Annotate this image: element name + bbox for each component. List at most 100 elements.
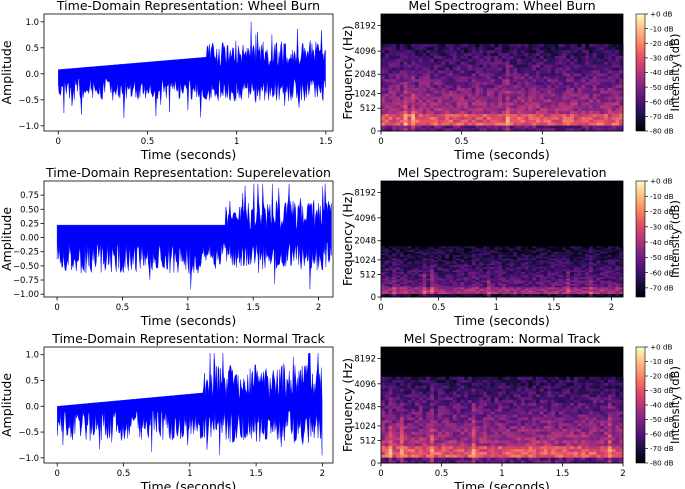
chart-title: Mel Spectrogram: Normal Track (404, 331, 602, 346)
colorbar-tick-label: +0 dB (650, 10, 672, 19)
y-tick-label: 512 (360, 270, 376, 280)
x-tick-label: 2 (620, 469, 625, 479)
y-axis-label: Amplitude (0, 40, 14, 104)
y-tick-label: 0.25 (20, 219, 39, 229)
y-tick-label: −0.5 (18, 96, 39, 106)
y-tick-label: −0.25 (13, 248, 39, 258)
x-tick-label: 0.5 (455, 137, 469, 147)
y-tick-label: 0.75 (20, 191, 39, 201)
y-axis-label: Amplitude (0, 373, 14, 437)
x-tick-label: 1.5 (246, 303, 260, 313)
x-axis-label: Time (seconds) (453, 313, 549, 328)
y-tick-label: 4096 (354, 380, 376, 390)
colorbar (635, 180, 646, 298)
chart-title: Time-Domain Representation: Wheel Burn (56, 0, 320, 13)
y-tick-label: 1.0 (25, 18, 39, 28)
axes-frame (43, 13, 334, 132)
colorbar-label: Intensity (dB) (668, 366, 682, 444)
x-tick-label: 1 (494, 303, 499, 313)
colorbar-tick-label: -80 dB (650, 127, 674, 136)
x-tick-label: 1 (234, 137, 239, 147)
x-tick-label: 1.5 (556, 469, 570, 479)
chart-title: Time-Domain Representation: Superelevati… (45, 165, 331, 180)
y-tick-label: 8192 (354, 21, 376, 31)
colorbar-tick-label: -60 dB (650, 268, 674, 277)
y-tick-label: 8192 (354, 188, 376, 198)
x-tick-label: 2 (609, 303, 614, 313)
x-tick-label: 2 (320, 469, 325, 479)
colorbar-tick-label: -70 dB (650, 444, 674, 453)
x-tick-label: 1 (499, 469, 504, 479)
axes-frame (43, 346, 334, 464)
x-tick-label: 1 (540, 137, 545, 147)
y-tick-label: 2048 (354, 403, 376, 413)
colorbar-tick-label: -20 dB (650, 39, 674, 48)
colorbar-tick-label: -20 dB (650, 207, 674, 216)
y-axis-label: Amplitude (0, 207, 14, 271)
y-tick-label: 8192 (354, 354, 376, 364)
chart-title: Mel Spectrogram: Superelevation (397, 165, 606, 180)
x-tick-label: 1 (187, 469, 192, 479)
y-axis-label: Frequency (Hz) (340, 192, 355, 286)
y-tick-label: 1024 (354, 422, 376, 432)
y-tick-label: 0.5 (25, 377, 39, 387)
y-tick-label: 0 (371, 459, 376, 469)
colorbar-tick-label: -30 dB (650, 54, 674, 63)
y-tick-label: 2048 (354, 70, 376, 80)
mel-spectrogram-chart: 0 0.5 1 0 512 1024 2048 4096 8192 +0 dB -10 dB -20 … (340, 0, 682, 162)
colorbar-tick-label: -50 dB (650, 83, 674, 92)
x-tick-label: 0 (378, 137, 383, 147)
x-tick-label: 0 (55, 469, 60, 479)
colorbar (635, 13, 646, 132)
x-axis-label: Time (seconds) (140, 313, 236, 328)
chart-title: Time-Domain Representation: Normal Track (51, 331, 325, 346)
colorbar-tick-label: +0 dB (650, 343, 672, 352)
y-axis-label: Frequency (Hz) (340, 25, 355, 119)
y-tick-label: 0.00 (20, 234, 39, 244)
waveform-chart: 0 0.5 1 1.5 2 −1.00 −0.75 −0.50 −0.25 0.00 0.25 0.5… (0, 165, 334, 328)
colorbar-tick-label: -70 dB (650, 284, 674, 293)
y-tick-label: −1.0 (18, 454, 39, 464)
y-tick-label: 4096 (354, 214, 376, 224)
y-tick-label: 0.50 (20, 205, 39, 215)
colorbar-tick-label: -50 dB (650, 253, 674, 262)
colorbar (635, 346, 646, 464)
colorbar-label: Intensity (dB) (668, 34, 682, 112)
waveform-line (58, 21, 326, 118)
colorbar-tick-label: -20 dB (650, 372, 674, 381)
waveform-chart: 0 0.5 1 1.5 −1.0 −0.5 0.0 0.5 1.0 Time-Domain Rep… (0, 0, 334, 162)
colorbar-tick-label: -40 dB (650, 68, 674, 77)
colorbar-tick-label: -80 dB (650, 459, 674, 468)
x-tick-label: 0 (378, 469, 383, 479)
x-tick-label: 0.5 (435, 469, 449, 479)
x-tick-label: 0.5 (141, 137, 155, 147)
x-axis-label: Time (seconds) (453, 147, 549, 162)
colorbar-label: Intensity (dB) (668, 200, 682, 278)
y-tick-label: 0.0 (25, 70, 39, 80)
colorbar-tick-label: +0 dB (650, 177, 672, 186)
colorbar-tick-label: -60 dB (650, 97, 674, 106)
x-tick-label: 1.5 (319, 137, 333, 147)
x-tick-label: 0 (378, 303, 383, 313)
mel-spectrogram-chart: 0 0.5 1 1.5 2 0 512 1024 2048 4096 8192 +0 dB -10 dB… (340, 165, 682, 328)
y-tick-label: 512 (360, 104, 376, 114)
y-tick-label: −1.0 (18, 122, 39, 132)
y-tick-label: −0.75 (13, 276, 39, 286)
axes-frame (43, 180, 334, 298)
axes-frame (380, 13, 624, 132)
y-tick-label: 0 (371, 127, 376, 137)
y-axis-label: Frequency (Hz) (340, 358, 355, 452)
y-tick-label: 1024 (354, 256, 376, 266)
colorbar-tick-label: -40 dB (650, 401, 674, 410)
y-tick-label: 1.0 (25, 351, 39, 361)
x-tick-label: 0 (56, 137, 61, 147)
x-tick-label: 1.5 (249, 469, 263, 479)
colorbar-tick-label: -40 dB (650, 238, 674, 247)
waveform-line (57, 353, 323, 456)
colorbar-tick-label: -10 dB (650, 24, 674, 33)
colorbar-tick-label: -30 dB (650, 386, 674, 395)
x-tick-label: 1 (185, 303, 190, 313)
colorbar-tick-label: -70 dB (650, 112, 674, 121)
x-axis-label: Time (seconds) (453, 479, 549, 489)
